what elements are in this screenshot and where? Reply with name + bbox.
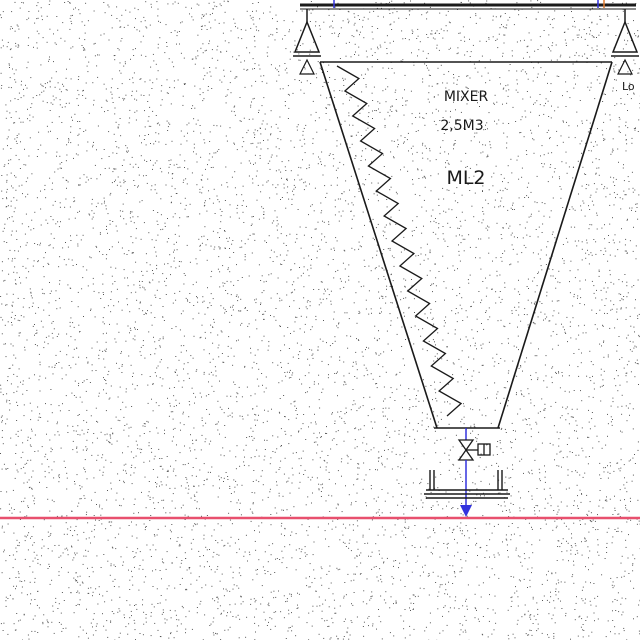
equipment-name-label: MIXER <box>444 89 489 105</box>
support-beam <box>300 3 636 10</box>
load-cell-side-label: Lo <box>622 80 635 93</box>
mixer-hopper-body <box>319 61 613 429</box>
receiving-platform <box>424 470 510 499</box>
mixer-agitator-spiral <box>336 65 463 417</box>
outlet-valve-icon <box>457 439 491 461</box>
left-load-cell-support <box>293 9 321 75</box>
capacity-label: 2,5M3 <box>440 118 483 134</box>
flow-arrow-down-icon <box>460 505 472 517</box>
equipment-tag-label: ML2 <box>446 167 485 189</box>
right-load-cell-support <box>611 9 639 75</box>
